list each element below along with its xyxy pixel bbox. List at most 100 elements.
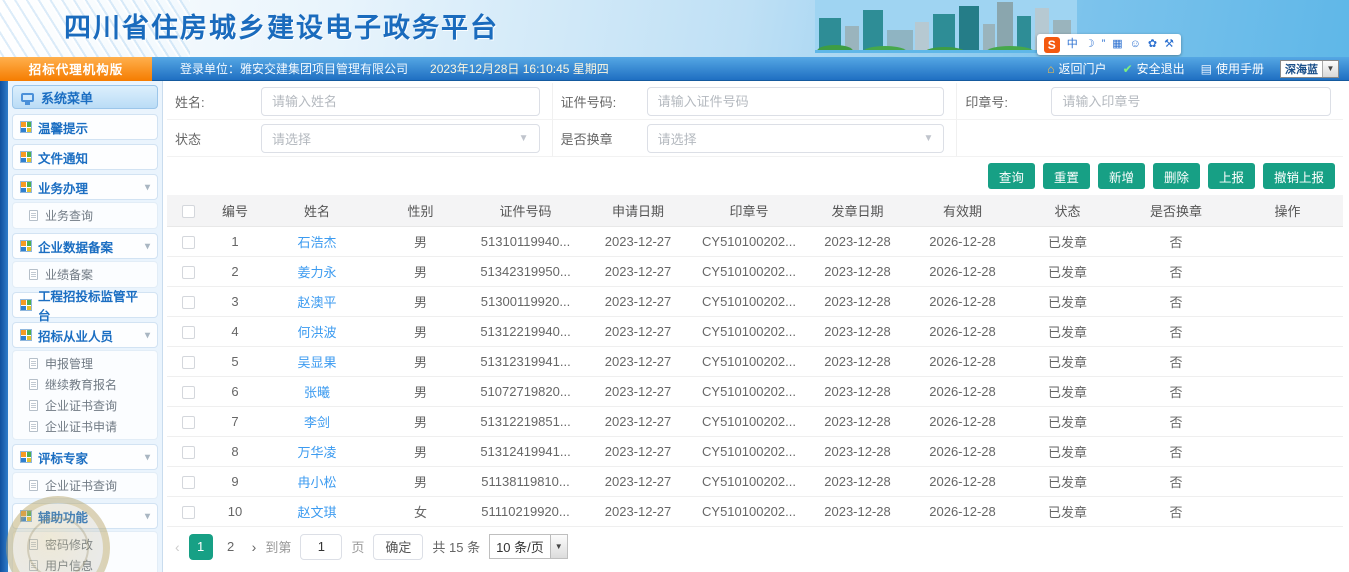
cell-name: 赵澳平 (261, 286, 373, 317)
person-name-link[interactable]: 万华凌 (297, 444, 337, 460)
sidebar-subitem-label: 业务查询 (45, 209, 94, 223)
cell-gender: 男 (373, 376, 468, 407)
person-name-link[interactable]: 赵澳平 (297, 294, 337, 310)
theme-select[interactable]: 深海蓝 ▼ (1280, 59, 1339, 78)
id-number-input[interactable] (646, 86, 945, 116)
return-portal-link[interactable]: ⌂ 返回门户 (1047, 60, 1106, 77)
person-name-link[interactable]: 吴显果 (297, 354, 337, 370)
sogou-logo[interactable]: S (1043, 36, 1060, 53)
cell-name: 冉小松 (261, 466, 373, 497)
checkbox (167, 286, 209, 317)
row-checkbox[interactable] (181, 475, 195, 489)
cell-seal-change: 否 (1120, 436, 1232, 467)
cell-status: 已发章 (1015, 286, 1120, 317)
row-checkbox[interactable] (181, 385, 195, 399)
sidebar-item-4[interactable]: 工程招投标监管平台 (12, 290, 158, 323)
sidebar-subitem[interactable]: 业绩备案 (13, 264, 157, 285)
cancel-report-button[interactable]: 撤销上报 (1262, 163, 1335, 189)
cell-id-number: 51312319941... (468, 346, 583, 377)
cell-id-number: 51072719820... (468, 376, 583, 407)
sidebar-subitem[interactable]: 继续教育报名 (13, 374, 157, 395)
next-page-button[interactable]: › (251, 538, 257, 555)
punctuation-icon[interactable]: ” (1101, 38, 1106, 50)
seal-change-select[interactable]: 请选择 ▼ (646, 123, 945, 153)
person-name-link[interactable]: 张曦 (303, 384, 330, 400)
status-select[interactable]: 请选择 ▼ (261, 123, 540, 153)
sidebar-item-0[interactable]: 温馨提示 (12, 114, 158, 140)
sidebar-item-6[interactable]: 评标专家 ▾ (12, 444, 158, 470)
report-button[interactable]: 上报 (1207, 163, 1255, 189)
handwriting-icon[interactable]: ☺ (1129, 38, 1141, 50)
sidebar-item-2[interactable]: 业务办理 ▾ (12, 174, 158, 200)
page-size-select[interactable]: 10 条/页 ▼ (489, 534, 568, 559)
sidebar-subitem-label: 申报管理 (45, 357, 94, 371)
row-checkbox[interactable] (181, 295, 195, 309)
col-operation: 操作 (1232, 195, 1343, 227)
document-icon (29, 400, 38, 411)
page-button-1[interactable]: 1 (188, 533, 213, 560)
prev-page-button[interactable]: ‹ (175, 538, 180, 555)
person-name-link[interactable]: 赵文琪 (297, 504, 337, 520)
safe-logout-link[interactable]: ✔ 安全退出 (1123, 60, 1185, 77)
confirm-button[interactable]: 确定 (373, 533, 424, 560)
person-name-link[interactable]: 李剑 (303, 414, 330, 430)
sidebar-subitem[interactable]: 企业证书申请 (13, 416, 157, 437)
cell-id-number: 51312419941... (468, 436, 583, 467)
row-checkbox[interactable] (181, 415, 195, 429)
user-manual-link[interactable]: ▤ 使用手册 (1201, 60, 1264, 77)
person-name-link[interactable]: 何洪波 (297, 324, 337, 340)
row-checkbox[interactable] (181, 265, 195, 279)
cell-no: 2 (209, 256, 261, 287)
query-button[interactable]: 查询 (987, 163, 1035, 189)
reset-button[interactable]: 重置 (1042, 163, 1090, 189)
moon-icon[interactable]: ☽ (1084, 38, 1095, 50)
cell-operation (1232, 376, 1343, 407)
ime-toolbar[interactable]: S 中 ☽ ” ▦ ☺ ✿ ⚒ (1036, 34, 1181, 55)
goto-page-input[interactable] (300, 533, 343, 560)
search-cell-name: 姓名: (167, 83, 553, 120)
cell-seal-change: 否 (1120, 406, 1232, 437)
name-input[interactable] (261, 86, 540, 116)
datetime-text: 2023年12月28日 16:10:45 星期四 (430, 62, 609, 76)
table-body: 1 石浩杰男 51310119940... 2023-12-27 CY510100202… (167, 226, 1343, 527)
return-portal-label: 返回门户 (1058, 62, 1107, 76)
cell-name: 石浩杰 (261, 226, 373, 257)
wrench-icon[interactable]: ⚒ (1164, 38, 1174, 50)
sidebar-item-3[interactable]: 企业数据备案 ▾ (12, 233, 158, 259)
add-button[interactable]: 新增 (1097, 163, 1145, 189)
cell-status: 已发章 (1015, 256, 1120, 287)
select-all-checkbox[interactable] (181, 204, 195, 218)
person-name-link[interactable]: 石浩杰 (297, 234, 337, 250)
cell-seal-change: 否 (1120, 496, 1232, 527)
cell-no: 4 (209, 316, 261, 347)
sidebar-subitem[interactable]: 企业证书查询 (13, 475, 157, 496)
cell-apply-date: 2023-12-27 (583, 436, 693, 467)
sidebar-subitem[interactable]: 申报管理 (13, 353, 157, 374)
skin-icon[interactable]: ✿ (1147, 38, 1158, 50)
keyboard-icon[interactable]: ▦ (1112, 38, 1123, 50)
row-checkbox[interactable] (181, 325, 195, 339)
sidebar-subitem[interactable]: 企业证书查询 (13, 395, 157, 416)
row-checkbox[interactable] (181, 505, 195, 519)
sidebar-subitem[interactable]: 业务查询 (13, 205, 157, 226)
row-checkbox[interactable] (181, 355, 195, 369)
page-size-value: 10 条/页 (496, 540, 544, 555)
sidebar-item-5[interactable]: 招标从业人员 ▾ (12, 322, 158, 348)
row-checkbox[interactable] (181, 445, 195, 459)
person-name-link[interactable]: 姜力永 (297, 264, 337, 280)
delete-button[interactable]: 删除 (1152, 163, 1200, 189)
row-checkbox[interactable] (181, 235, 195, 249)
cell-status: 已发章 (1015, 316, 1120, 347)
page-button-2[interactable]: 2 (227, 539, 235, 554)
checkbox (167, 436, 209, 467)
id-field-label: 证件号码: (560, 94, 617, 110)
chevron-down-icon: ▾ (144, 510, 150, 522)
cell-status: 已发章 (1015, 346, 1120, 377)
sidebar-item-1[interactable]: 文件通知 (12, 144, 158, 170)
seal-number-input[interactable] (1051, 86, 1331, 116)
ime-icons[interactable]: 中 ☽ ” ▦ ☺ ✿ ⚒ (1067, 39, 1174, 50)
cell-apply-date: 2023-12-27 (583, 346, 693, 377)
chinese-mode-icon[interactable]: 中 (1066, 38, 1078, 50)
sealchange-field-label: 是否换章 (560, 131, 613, 147)
person-name-link[interactable]: 冉小松 (297, 474, 337, 490)
